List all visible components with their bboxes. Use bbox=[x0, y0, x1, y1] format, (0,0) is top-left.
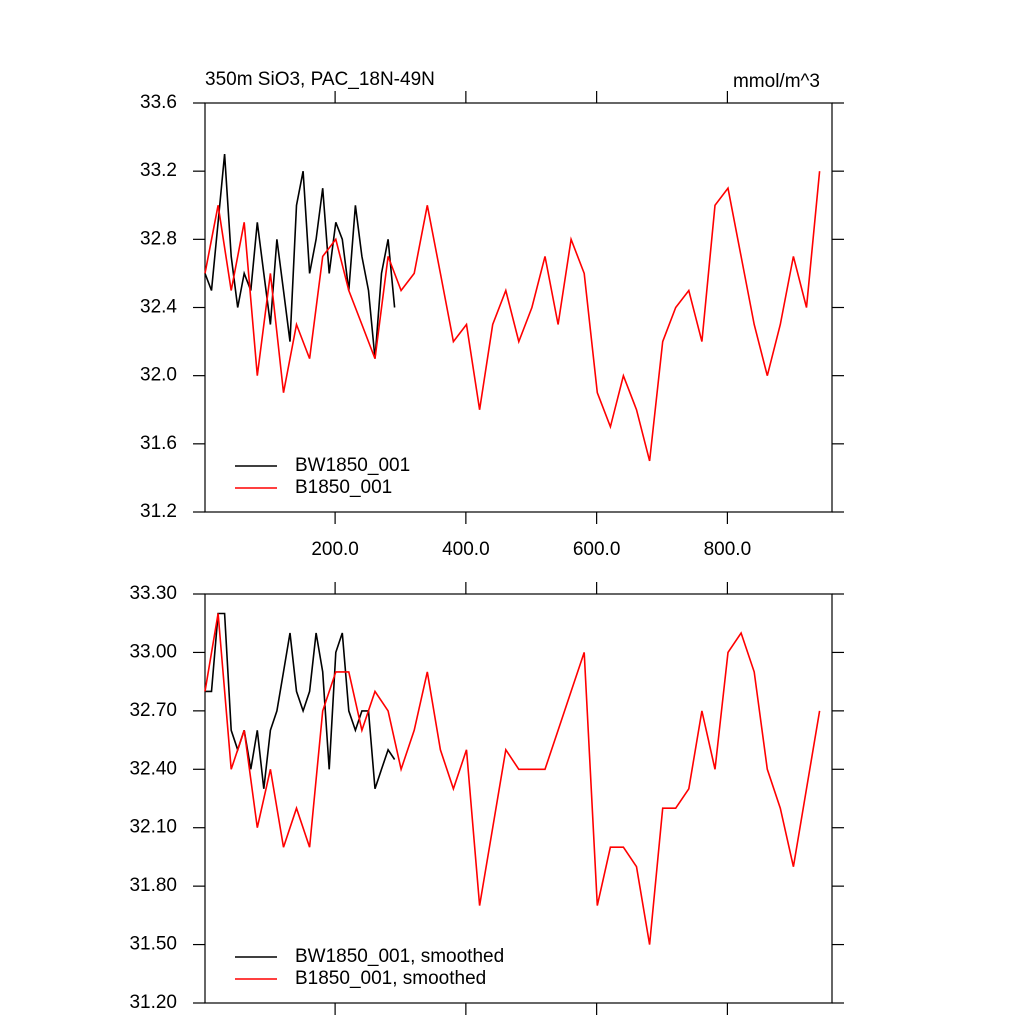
y-tick-label: 32.0 bbox=[140, 365, 177, 386]
y-tick-label: 33.00 bbox=[129, 641, 177, 662]
legend-label: B1850_001, smoothed bbox=[295, 968, 486, 989]
legend-label: B1850_001 bbox=[295, 477, 392, 498]
y-tick-label: 32.4 bbox=[140, 297, 177, 318]
x-tick-label: 200.0 bbox=[311, 539, 359, 560]
legend-label: BW1850_001, smoothed bbox=[295, 946, 504, 967]
y-tick-label: 33.6 bbox=[140, 92, 177, 113]
units-label: mmol/m^3 bbox=[733, 71, 820, 92]
chart-title: 350m SiO3, PAC_18N-49N bbox=[205, 69, 435, 90]
plot-frame bbox=[204, 102, 833, 513]
plot-frame bbox=[204, 593, 833, 1004]
y-tick-label: 32.8 bbox=[140, 228, 177, 249]
x-tick-label: 800.0 bbox=[704, 539, 752, 560]
y-tick-label: 31.80 bbox=[129, 875, 177, 896]
x-tick-label: 600.0 bbox=[573, 539, 621, 560]
series-line bbox=[204, 613, 821, 945]
y-tick-label: 31.20 bbox=[129, 992, 177, 1013]
x-tick-label: 400.0 bbox=[442, 539, 490, 560]
y-tick-label: 32.40 bbox=[129, 758, 177, 779]
series-line bbox=[204, 154, 396, 359]
series-line bbox=[205, 612, 396, 790]
y-tick-label: 31.6 bbox=[140, 433, 177, 454]
legend-label: BW1850_001 bbox=[295, 455, 410, 476]
y-tick-label: 33.2 bbox=[140, 160, 177, 181]
series-line bbox=[204, 171, 821, 462]
y-tick-label: 32.10 bbox=[129, 817, 177, 838]
y-tick-label: 31.50 bbox=[129, 934, 177, 955]
y-tick-label: 32.70 bbox=[129, 700, 177, 721]
y-tick-label: 33.30 bbox=[129, 583, 177, 604]
y-tick-label: 31.2 bbox=[140, 501, 177, 522]
